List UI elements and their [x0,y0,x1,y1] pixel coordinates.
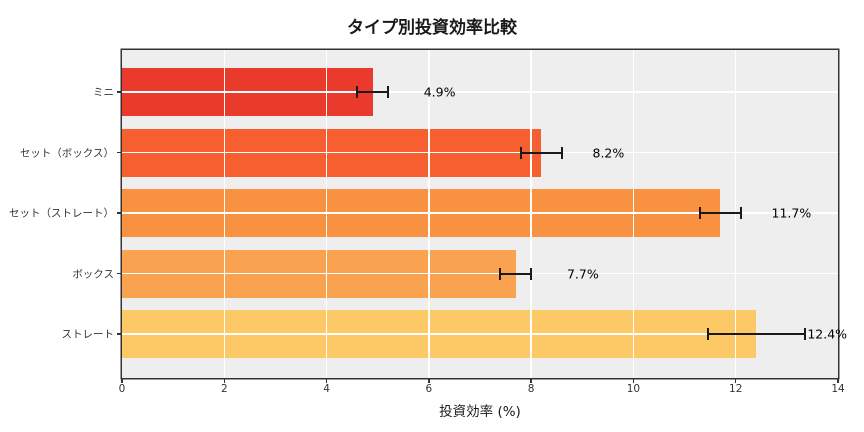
gridline-horizontal [122,151,838,154]
x-axis-title: 投資効率 (%) [439,404,521,420]
y-tick-label: ストレート [61,328,115,341]
gridline-vertical [530,50,532,378]
x-tick-label: 8 [527,383,535,395]
error-bar-cap-high [560,146,563,159]
x-tick-label: 10 [626,383,641,395]
value-label: 7.7% [566,266,599,281]
gridline-vertical [428,50,430,378]
gridline-horizontal [122,272,838,275]
y-tick-mark [117,151,121,154]
error-bar-cap-high [386,86,389,98]
x-tick-label: 14 [831,383,845,395]
plot-area: 4.9% 8.2% 11.7% 7.7% 12.4% [122,50,847,378]
gridline-vertical [734,50,737,378]
error-bar [707,333,805,335]
error-bar-cap-high [739,207,742,219]
x-tick-label: 4 [323,383,330,395]
x-tick-mark [530,379,532,383]
y-tick-mark [117,333,121,335]
value-label: 4.9% [423,84,456,100]
error-bar-cap-low [698,207,701,219]
error-bar-cap-low [706,328,709,340]
error-bar [699,212,741,214]
x-tick-mark [121,379,123,383]
error-bar-cap-low [519,146,522,159]
y-tick-label: ミニ [93,86,114,99]
x-tick-mark [223,379,226,383]
value-label: 11.7% [771,205,812,221]
x-tick-mark [734,379,737,383]
x-tick-label: 2 [220,383,228,395]
x-tick-mark [428,379,430,383]
gridline-horizontal [122,333,838,335]
error-bar [500,272,532,275]
x-tick-mark [632,379,635,383]
error-bar-cap-high [803,328,806,340]
gridline-horizontal [122,91,838,93]
gridline-vertical [223,50,226,378]
chart-title: タイプ別投資効率比較 [347,18,517,38]
x-tick-label: 6 [425,383,433,395]
y-tick-mark [117,91,121,93]
gridline-vertical [632,50,635,378]
x-tick-mark [837,379,839,383]
error-bar [357,91,388,93]
y-tick-label: ボックス [72,268,114,280]
x-tick-mark [325,379,328,383]
y-tick-mark [117,272,121,275]
y-tick-mark [117,212,121,214]
gridline-vertical [325,50,328,378]
error-bar-cap-low [356,86,359,98]
y-tick-label: セット（ボックス） [19,147,114,159]
gridline-horizontal [122,212,838,214]
value-label: 8.2% [592,145,625,160]
x-tick-label: 12 [729,383,743,395]
error-bar [520,151,562,154]
error-bar-cap-low [499,267,502,280]
error-bar-cap-high [530,267,533,280]
y-tick-label: セット（ストレート） [9,207,114,220]
x-tick-label: 0 [118,383,126,395]
value-label: 12.4% [807,326,848,342]
